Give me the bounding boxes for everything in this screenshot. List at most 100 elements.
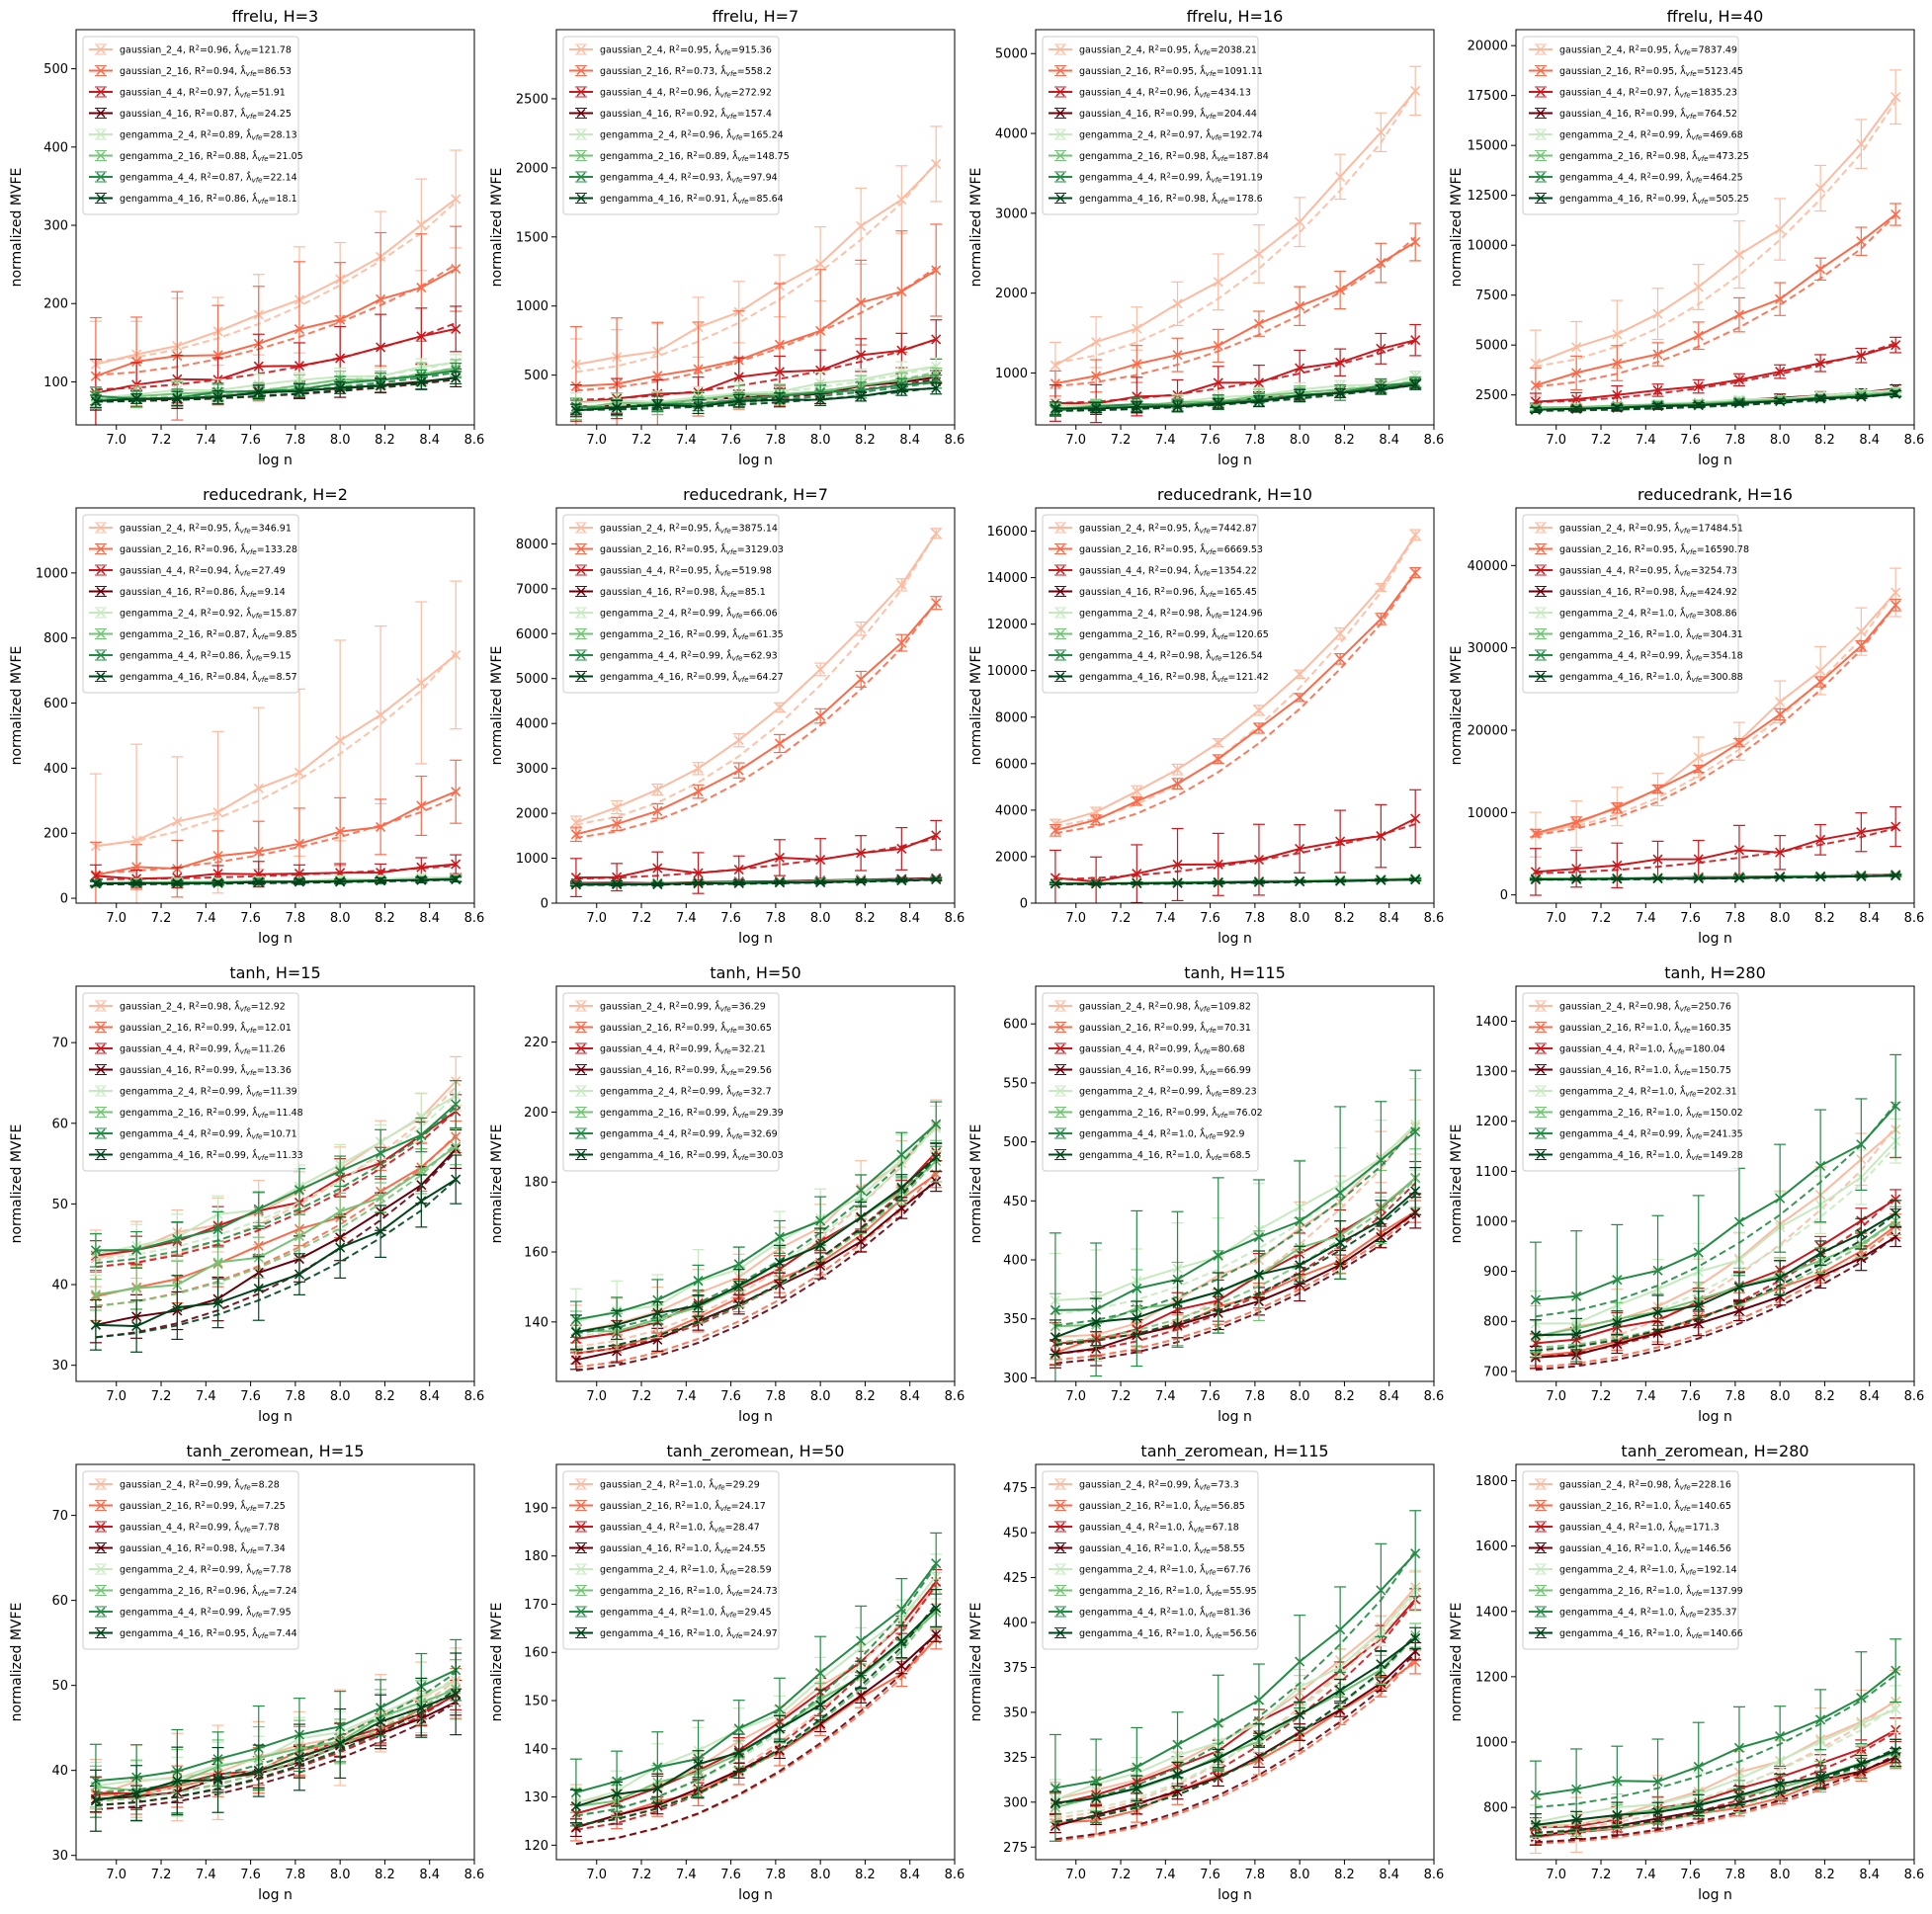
y-tick-label: 15000: [1468, 139, 1508, 154]
legend-lambda-value: 5123.45: [1705, 66, 1743, 77]
legend-entry: gengamma_2_16, R2=0.99, λ̂vfe=61.35: [600, 627, 784, 641]
data-point: [1530, 874, 1541, 885]
legend-lambda-value: 469.68: [1710, 130, 1742, 141]
data-point: [774, 852, 786, 864]
legend-frame: [82, 514, 299, 694]
data-point: [815, 664, 826, 675]
legend-lambda-symbol: , λ̂: [1680, 627, 1692, 640]
fit-curve: [575, 1170, 937, 1369]
legend-r2-eq: =: [217, 194, 225, 205]
x-axis-label: log n: [258, 1409, 293, 1425]
legend-lambda-value: 434.13: [1218, 88, 1251, 99]
fit-curve: [575, 601, 937, 839]
legend-lambda-eq: =: [731, 524, 739, 535]
legend-lambda-symbol: , λ̂: [720, 171, 732, 184]
legend-r2-exp: 2: [1154, 565, 1158, 573]
legend-swatch-marker: [576, 108, 586, 119]
legend-swatch-marker: [96, 1128, 106, 1138]
legend-lambda-eq: =: [1228, 672, 1236, 683]
y-tick-label: 40000: [1468, 559, 1508, 574]
data-point: [931, 334, 942, 345]
legend-r2-exp: 2: [212, 193, 216, 201]
legend-swatch-marker: [1536, 628, 1546, 639]
legend-lambda-symbol: , λ̂: [1668, 564, 1680, 577]
data-point: [1172, 764, 1183, 775]
y-axis-label: normalized MVFE: [9, 168, 25, 288]
y-tick-label: 1000: [516, 852, 548, 867]
y-axis-label: normalized MVFE: [489, 646, 505, 766]
legend-r2-exp: 2: [1646, 608, 1650, 616]
legend-lambda-sub: vfe: [240, 570, 251, 578]
data-point: [774, 394, 786, 405]
fit-curve: [1535, 604, 1896, 836]
legend-r2-prefix: , R: [201, 629, 213, 640]
series-line: [95, 863, 457, 880]
legend-lambda-eq: =: [1222, 651, 1230, 662]
legend-lambda-value: 9.15: [270, 651, 291, 662]
legend-r2-exp: 2: [212, 628, 216, 636]
legend-r2-exp: 2: [207, 608, 210, 616]
axes-frame: [1515, 29, 1915, 426]
series-line: [575, 533, 938, 824]
legend-r2-eq: =: [1651, 173, 1659, 184]
data-point: [1775, 697, 1786, 707]
data-point: [896, 874, 907, 885]
legend-lambda-symbol: , λ̂: [240, 649, 252, 662]
series-line: [95, 1103, 457, 1252]
x-axis-label: log n: [738, 1409, 773, 1425]
legend-r2-value: 0.87: [225, 629, 246, 640]
x-tick-label: 8.4: [899, 1389, 920, 1404]
legend-series-name: gaussian_2_16: [1079, 66, 1148, 77]
data-point: [335, 1242, 346, 1253]
legend-series-name: gengamma_2_4: [600, 130, 675, 141]
legend-r2-exp: 2: [693, 1149, 697, 1157]
legend-r2-exp: 2: [693, 1107, 697, 1115]
plot-area: [89, 580, 462, 903]
legend-series-name: gaussian_2_16: [1079, 544, 1148, 555]
data-point: [131, 393, 142, 404]
legend-r2-exp: 2: [207, 172, 210, 180]
legend-swatch-marker: [1536, 172, 1546, 182]
y-tick-label: 140: [524, 1315, 548, 1330]
legend-r2-prefix: , R: [1640, 629, 1653, 640]
legend-r2-eq: =: [1657, 629, 1665, 640]
series-line: [575, 1156, 937, 1334]
data-point: [1652, 873, 1663, 884]
data-point: [652, 805, 663, 816]
data-point: [90, 871, 101, 881]
data-point: [376, 709, 386, 720]
legend-lambda-symbol: , λ̂: [709, 43, 720, 56]
data-point: [815, 710, 826, 721]
legend-lambda-value: 272.92: [739, 88, 772, 99]
legend-lambda-sub: vfe: [1200, 528, 1211, 536]
axes-frame: [1515, 507, 1915, 904]
data-point: [1856, 827, 1867, 838]
data-point: [1132, 877, 1142, 888]
fit-curve: [575, 1160, 937, 1352]
data-point: [931, 1151, 942, 1163]
legend-lambda-sub: vfe: [1206, 591, 1217, 599]
legend-frame: [1522, 36, 1739, 215]
y-tick-label: 20000: [1468, 40, 1508, 54]
legend-lambda-eq: =: [1211, 566, 1218, 577]
legend-lambda-sub: vfe: [258, 676, 269, 684]
data-point: [1856, 236, 1867, 247]
data-point: [1856, 350, 1867, 361]
x-tick-label: 8.4: [899, 433, 920, 448]
data-point: [376, 342, 386, 353]
legend-r2-value: 0.99: [706, 629, 726, 640]
legend-entry: gengamma_4_16, R2=0.86, λ̂vfe=18.1: [120, 192, 297, 206]
legend-series-name: gengamma_4_4: [600, 1129, 675, 1140]
y-tick-label: 10000: [1468, 806, 1508, 821]
legend-r2-exp: 2: [1161, 65, 1165, 73]
legend-r2-value: 0.99: [688, 1044, 709, 1055]
series-line: [95, 1095, 457, 1256]
legend-swatch-marker: [576, 523, 586, 533]
legend-entry: gengamma_4_16, R2=0.99, λ̂vfe=64.27: [600, 670, 784, 684]
plot-area: [569, 125, 943, 425]
legend-r2-prefix: , R: [663, 45, 676, 56]
legend-r2-eq: =: [1645, 587, 1653, 598]
legend-lambda-eq: =: [263, 130, 271, 141]
legend-series-name: gaussian_4_16: [1079, 109, 1148, 120]
series-line: [95, 878, 457, 885]
